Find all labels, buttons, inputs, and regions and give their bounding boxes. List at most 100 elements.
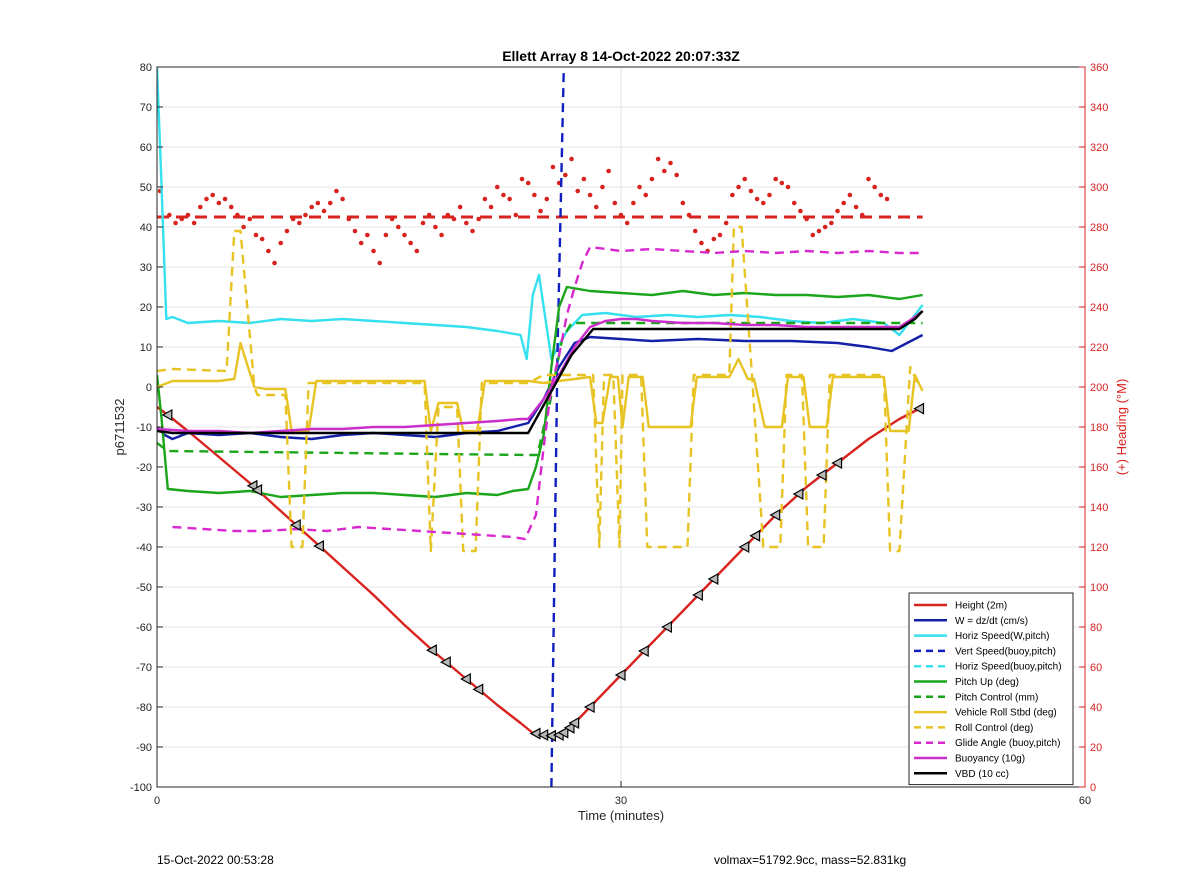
y2-tick-label: 20 [1090, 742, 1102, 754]
height-marker [568, 716, 580, 730]
heading-point [637, 184, 642, 190]
y-tick-label: -50 [136, 582, 152, 594]
heading-point [859, 212, 865, 218]
heading-point [773, 176, 778, 182]
heading-point [569, 156, 574, 162]
height-marker [749, 529, 761, 542]
heading-point [445, 212, 451, 218]
heading-point [228, 204, 234, 210]
heading-point [210, 192, 215, 198]
heading-point [383, 232, 389, 238]
series-line-3 [550, 67, 565, 787]
y2-tick-label: 300 [1090, 182, 1108, 194]
y2-tick-label: 200 [1090, 382, 1108, 394]
heading-point [853, 204, 859, 210]
heading-point [358, 240, 364, 246]
heading-point [631, 200, 636, 206]
y2-tick-label: 280 [1090, 222, 1108, 234]
height-marker [289, 518, 301, 532]
heading-point [303, 212, 308, 218]
footer-vehicle-info: volmax=51792.9cc, mass=52.831kg [714, 853, 907, 867]
heading-point [829, 220, 834, 226]
legend-label: Buoyancy (10g) [955, 754, 1025, 765]
series-line-7 [157, 341, 924, 433]
y2-tick-label: 100 [1090, 582, 1108, 594]
heading-point [389, 216, 395, 222]
height-marker [661, 620, 673, 634]
heading-point [179, 216, 185, 222]
heading-point [754, 196, 760, 202]
height-marker [738, 540, 750, 554]
heading-point [241, 224, 246, 230]
heading-point [309, 204, 314, 210]
heading-point [680, 200, 686, 206]
series-line-11 [157, 310, 924, 435]
y2-tick-label: 340 [1090, 102, 1108, 114]
legend-label: W = dz/dt (cm/s) [955, 616, 1028, 627]
height-marker [913, 402, 925, 415]
heading-point [470, 228, 475, 234]
heading-point [791, 200, 797, 206]
heading-point [798, 208, 803, 214]
heading-point [439, 232, 444, 238]
heading-point [222, 196, 228, 202]
footer-timestamp: 15-Oct-2022 00:53:28 [157, 853, 274, 867]
heading-point [451, 216, 457, 222]
y-tick-label: 0 [146, 382, 152, 394]
heading-point [717, 232, 723, 238]
heading-point [674, 172, 679, 178]
legend-label: VBD (10 cc) [955, 769, 1009, 780]
heading-point [760, 200, 766, 206]
plot-series-group [157, 67, 925, 787]
heading-point [884, 196, 890, 202]
heading-point [204, 196, 209, 202]
heading-point [167, 212, 172, 218]
y-tick-label: 10 [140, 342, 152, 354]
heading-point [426, 212, 432, 218]
legend-label: Height (2m) [955, 601, 1007, 612]
heading-point [513, 212, 519, 218]
legend-label: Glide Angle (buoy,pitch) [955, 738, 1060, 749]
y-tick-label: -60 [136, 622, 152, 634]
y-tick-label: 80 [140, 62, 152, 74]
heading-point [519, 176, 525, 182]
heading-point [272, 260, 277, 266]
heading-point [494, 184, 500, 190]
heading-point [692, 228, 698, 234]
y-tick-label: 20 [140, 302, 152, 314]
heading-point [662, 168, 667, 174]
heading-point [290, 216, 296, 222]
x-tick-label: 0 [154, 795, 160, 807]
heading-point [804, 216, 809, 222]
heading-point [525, 180, 531, 186]
heading-point [266, 248, 271, 254]
heading-point [686, 212, 692, 218]
heading-point [563, 172, 568, 178]
tick-layer: -100-90-80-70-60-50-40-30-20-10010203040… [130, 62, 1108, 807]
heading-point [624, 220, 630, 226]
heading-point [668, 160, 673, 166]
y-tick-label: -70 [136, 662, 152, 674]
heading-point [488, 204, 494, 210]
height-marker [426, 644, 437, 657]
y2-tick-label: 40 [1090, 702, 1102, 714]
heading-point [501, 192, 506, 198]
heading-point [748, 188, 754, 194]
y2-tick-label: 360 [1090, 62, 1108, 74]
y-tick-label: -80 [136, 702, 152, 714]
heading-point [414, 248, 420, 254]
series-line-9 [172, 245, 923, 541]
y2-tick-label: 120 [1090, 542, 1108, 554]
heading-point [822, 224, 828, 230]
heading-point [340, 196, 345, 202]
height-marker [792, 487, 804, 501]
heading-point [420, 220, 426, 226]
heading-point [878, 192, 884, 198]
heading-point [649, 176, 655, 182]
height-marker [251, 483, 263, 497]
heading-point [235, 212, 240, 218]
heading-point [847, 192, 853, 198]
heading-point [284, 228, 290, 234]
heading-point [296, 220, 302, 226]
